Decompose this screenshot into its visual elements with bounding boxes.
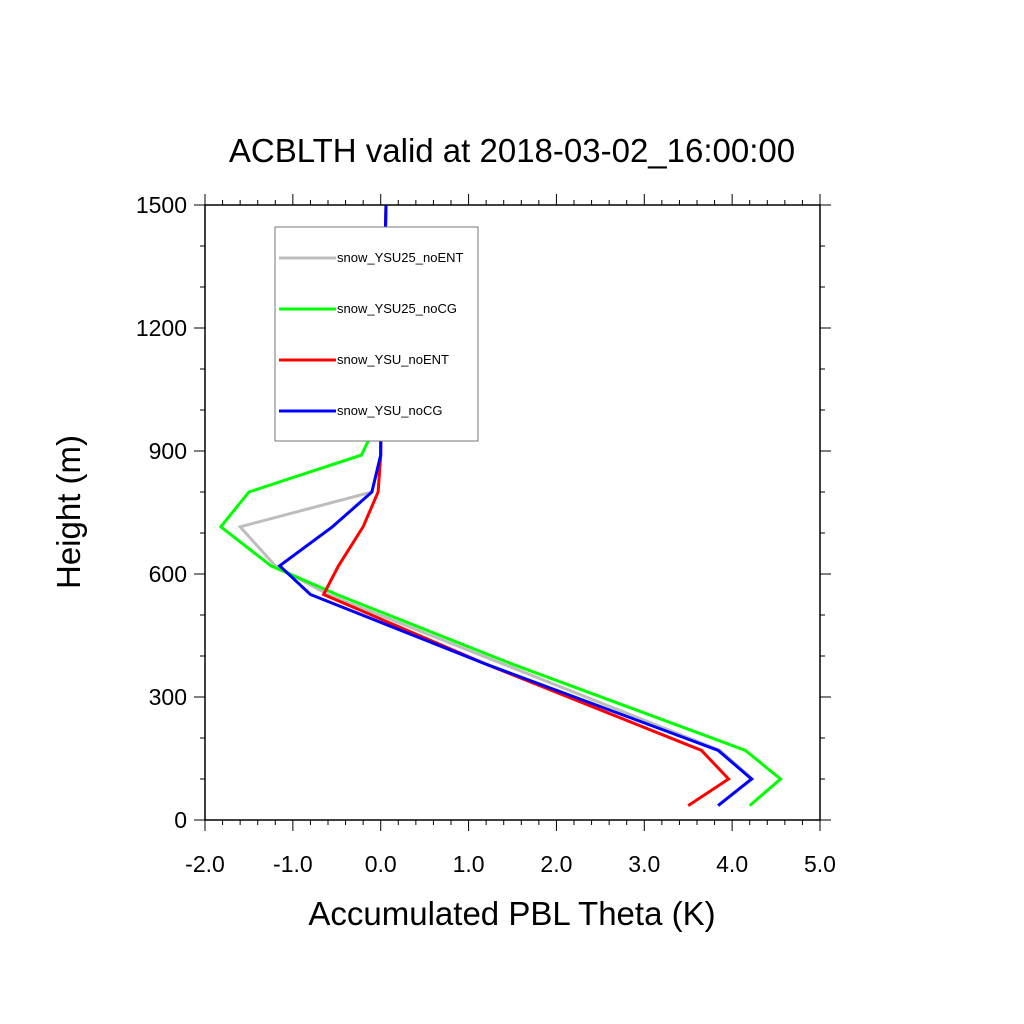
x-tick-label: -2.0 xyxy=(185,851,225,877)
plot-frame xyxy=(204,204,821,821)
y-tick-label: 900 xyxy=(149,438,187,464)
y-tick-label: 1500 xyxy=(136,192,187,218)
y-axis-label: Height (m) xyxy=(50,435,87,589)
y-tick-label: 600 xyxy=(149,561,187,587)
legend-label: snow_YSU25_noENT xyxy=(337,250,464,265)
x-tick-label: -1.0 xyxy=(273,851,313,877)
legend-box xyxy=(274,226,479,442)
x-tick-label: 3.0 xyxy=(628,851,660,877)
legend-label: snow_YSU_noENT xyxy=(337,352,449,367)
x-axis-label: Accumulated PBL Theta (K) xyxy=(308,895,715,932)
x-tick-label: 2.0 xyxy=(540,851,572,877)
y-tick-label: 300 xyxy=(149,684,187,710)
y-tick-label: 0 xyxy=(174,807,187,833)
y-tick-label: 1200 xyxy=(136,315,187,341)
chart-title: ACBLTH valid at 2018-03-02_16:00:00 xyxy=(229,132,795,169)
legend-label: snow_YSU_noCG xyxy=(337,403,443,418)
x-tick-label: 4.0 xyxy=(716,851,748,877)
x-tick-label: 1.0 xyxy=(453,851,485,877)
legend-label: snow_YSU25_noCG xyxy=(337,301,457,316)
x-tick-label: 5.0 xyxy=(804,851,836,877)
x-tick-label: 0.0 xyxy=(365,851,397,877)
legend: snow_YSU25_noENT snow_YSU25_noCG snow_YSU_… xyxy=(274,226,479,442)
axis-ticks: -2.0 -1.0 0.0 1.0 2.0 3.0 4.0 5.0 0 300 600 900 1200… xyxy=(136,192,836,877)
